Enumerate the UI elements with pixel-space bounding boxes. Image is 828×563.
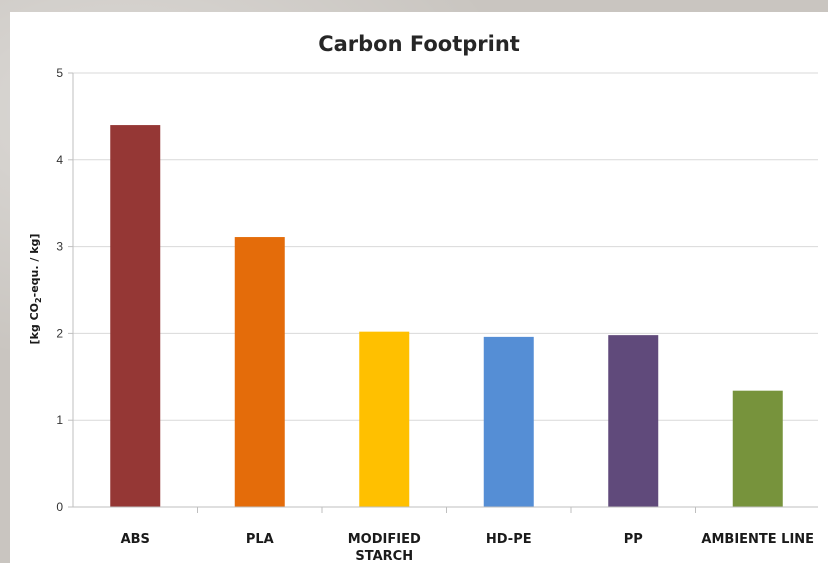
- y-tick-label: 4: [56, 153, 63, 167]
- gridlines: [73, 72, 818, 421]
- y-tick-label: 1: [56, 413, 63, 427]
- y-tick-label: 2: [56, 326, 63, 340]
- bars: [110, 125, 783, 507]
- y-axis-label: [kg CO2-equ. / kg]: [28, 234, 43, 345]
- y-tick-label: 0: [56, 500, 63, 514]
- x-tick-label: MODIFIED STARCH: [348, 532, 421, 563]
- y-tick-label: 5: [56, 66, 63, 80]
- chart-title: Carbon Footprint: [318, 32, 520, 56]
- y-tick-label: 3: [56, 240, 63, 254]
- bar: [483, 336, 534, 507]
- bar: [732, 390, 783, 507]
- x-tick-label: ABS: [121, 532, 150, 547]
- bar: [234, 237, 285, 507]
- bar: [608, 335, 659, 507]
- x-axis-labels: ABS PLA MODIFIED STARCH HD-PE PP AMBIENTE LINE: [121, 507, 814, 563]
- bar: [359, 331, 410, 507]
- x-tick-label: PLA: [246, 532, 274, 547]
- x-tick-label: PP: [624, 532, 643, 547]
- bar: [110, 125, 161, 507]
- x-tick-label: AMBIENTE LINE: [701, 532, 814, 547]
- x-tick-label: HD-PE: [486, 532, 532, 547]
- y-axis-ticks: 0 1 2 3 4 5: [56, 66, 73, 514]
